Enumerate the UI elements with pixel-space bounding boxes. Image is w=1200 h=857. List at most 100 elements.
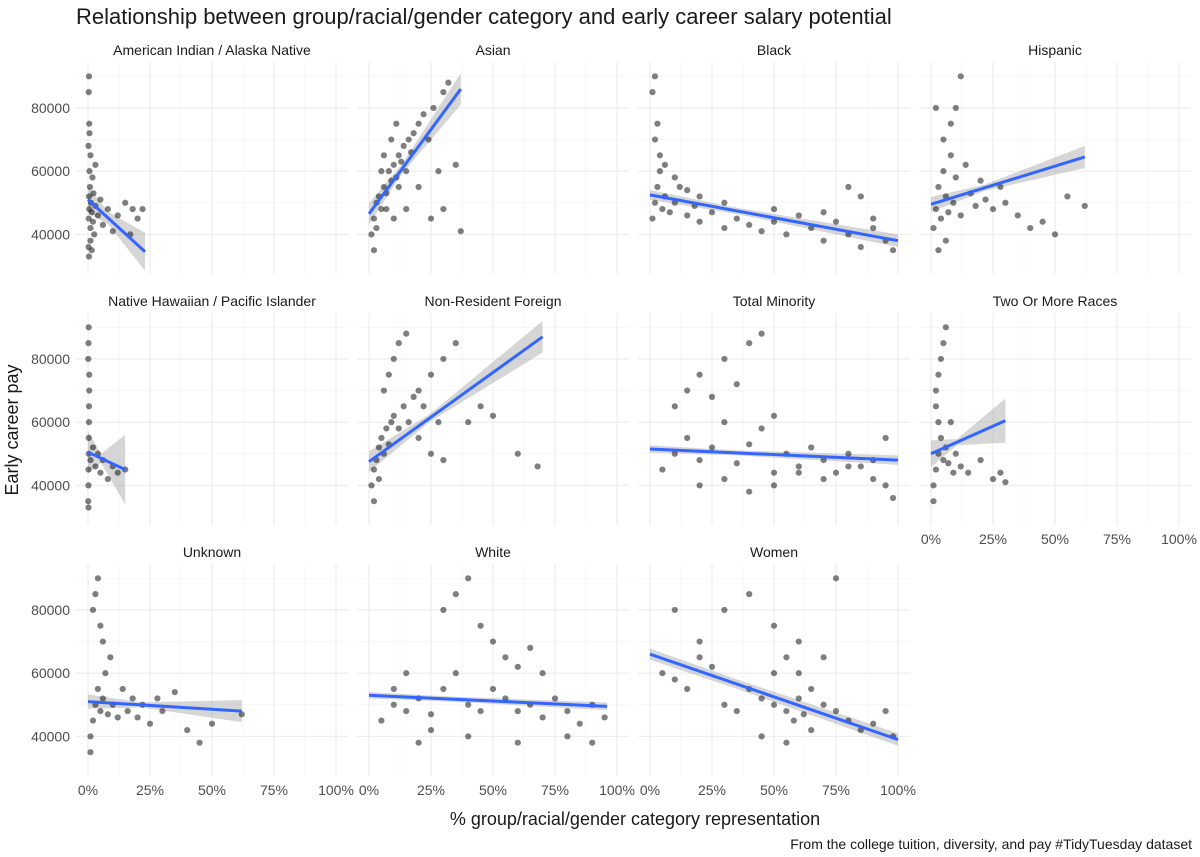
confidence-band <box>88 186 146 271</box>
data-point <box>445 79 452 86</box>
data-point <box>952 450 959 457</box>
data-point <box>721 355 728 363</box>
data-point <box>400 142 407 149</box>
data-point <box>86 387 93 394</box>
data-point <box>368 231 375 238</box>
data-point <box>403 707 410 715</box>
data-point <box>930 482 937 489</box>
data-point <box>696 638 703 645</box>
data-point <box>86 120 93 127</box>
trend-line <box>86 198 147 253</box>
data-point <box>576 720 583 727</box>
data-point <box>684 387 691 394</box>
facet-panel: White 0% 25% 50% 75% 100% <box>357 544 635 798</box>
data-point <box>388 136 395 143</box>
data-point <box>415 387 422 394</box>
data-point <box>102 670 109 677</box>
facet-title: Native Hawaiian / Pacific Islander <box>108 293 316 309</box>
data-point <box>889 247 897 254</box>
data-point <box>86 371 93 378</box>
data-point <box>746 340 753 347</box>
data-point <box>91 231 98 238</box>
data-point <box>514 663 521 670</box>
y-tick-label: 60000 <box>31 414 70 430</box>
data-point <box>696 482 703 489</box>
data-point <box>489 412 497 419</box>
data-point <box>989 475 997 483</box>
data-point <box>85 73 93 80</box>
data-point <box>378 205 385 213</box>
data-point <box>390 412 397 419</box>
data-point <box>380 387 387 394</box>
facet-title: Asian <box>475 42 510 58</box>
data-point <box>997 183 1004 191</box>
trend-line <box>87 700 242 713</box>
data-point <box>502 654 509 661</box>
data-point <box>385 371 392 378</box>
confidence-band <box>88 431 126 505</box>
x-tick-label: 0% <box>359 782 379 798</box>
x-tick-label: 0% <box>921 531 941 547</box>
data-point <box>398 158 405 165</box>
data-point <box>89 218 97 225</box>
y-tick-label: 80000 <box>31 351 70 367</box>
data-point <box>935 183 942 191</box>
data-point <box>370 466 378 473</box>
data-point <box>889 494 897 502</box>
x-tick-label: 50% <box>479 782 507 798</box>
data-point <box>758 330 765 337</box>
x-tick-label: 0% <box>78 782 98 798</box>
data-point <box>930 224 937 232</box>
trend-line <box>368 693 608 708</box>
data-point <box>708 209 716 216</box>
data-point <box>90 190 97 197</box>
data-point <box>770 218 778 225</box>
data-point <box>721 224 728 232</box>
data-point <box>746 488 753 495</box>
data-point <box>989 205 997 213</box>
data-point <box>965 469 972 476</box>
data-point <box>649 89 656 96</box>
data-point <box>514 450 521 457</box>
data-point <box>114 714 121 721</box>
data-point <box>950 199 957 206</box>
data-point <box>440 205 447 213</box>
data-point <box>940 456 947 464</box>
data-point <box>832 469 840 476</box>
data-point <box>746 441 753 448</box>
data-point <box>654 120 661 127</box>
data-point <box>85 142 92 149</box>
chart-title: Relationship between group/racial/gender… <box>76 4 892 29</box>
data-point <box>85 253 93 260</box>
data-point <box>380 183 387 191</box>
data-point <box>420 403 427 410</box>
data-point <box>440 456 447 464</box>
data-point <box>400 403 407 410</box>
data-point <box>947 120 954 127</box>
confidence-band <box>369 321 543 472</box>
data-point <box>930 498 937 505</box>
data-point <box>129 695 136 702</box>
data-point <box>99 638 106 645</box>
data-point <box>92 591 99 598</box>
data-point <box>370 247 378 254</box>
data-point <box>171 689 178 696</box>
data-point <box>465 733 472 740</box>
data-point <box>86 130 93 137</box>
facet-panel: Hispanic <box>919 42 1191 274</box>
data-point <box>395 152 402 159</box>
data-point <box>403 670 410 677</box>
data-point <box>708 444 716 451</box>
data-point <box>154 695 161 702</box>
x-tick-label: 25% <box>698 782 726 798</box>
data-point <box>427 726 435 734</box>
data-point <box>465 575 472 582</box>
data-point <box>388 419 395 426</box>
data-point <box>375 475 383 483</box>
data-point <box>937 215 945 222</box>
data-point <box>238 711 245 718</box>
data-point <box>477 707 484 715</box>
data-point <box>666 209 673 216</box>
data-point <box>430 104 437 112</box>
data-point <box>146 720 154 727</box>
